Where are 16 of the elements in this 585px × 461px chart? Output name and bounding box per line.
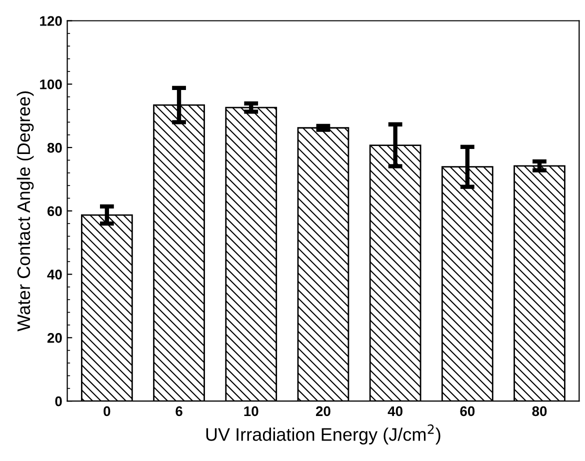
y-tick-label: 80 <box>47 142 62 153</box>
x-tick-label: 20 <box>316 406 330 416</box>
y-tick-label: 120 <box>40 16 62 26</box>
x-tick-label: 40 <box>388 406 402 416</box>
x-tick-label: 10 <box>244 406 258 416</box>
y-tick-label: 60 <box>47 206 62 216</box>
x-axis-title: UV Irradiation Energy (J/cm$^{2}$) <box>206 424 440 444</box>
y-tick-label: 20 <box>47 333 62 343</box>
x-tick-label: 60 <box>460 406 475 416</box>
x-tick-label: 0 <box>104 406 110 416</box>
y-tick-label: 100 <box>40 79 62 90</box>
x-tick-label: 80 <box>532 406 547 416</box>
y-tick-label: 0 <box>55 396 62 406</box>
x-tick-label: 6 <box>176 406 182 416</box>
y-tick-label: 40 <box>47 270 62 280</box>
y-axis-title: Water Contact Angle (Degree) <box>16 91 34 332</box>
